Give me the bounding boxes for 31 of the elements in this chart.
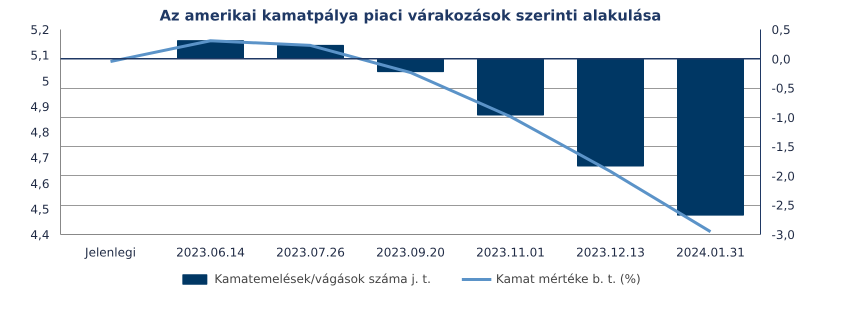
x-tick-label: Jelenlegi [84,246,136,260]
x-tick-label: 2023.06.14 [176,246,245,260]
y2-tick-label: -1,0 [772,110,795,125]
legend-label: Kamat mértéke b. t. (%) [496,272,641,286]
x-tick-label: 2023.07.26 [276,246,345,260]
y2-tick-label: -2,5 [772,198,795,213]
line-series [109,39,712,234]
x-tick-label: 2023.11.01 [476,246,545,260]
y-tick-label: 4,5 [30,202,50,216]
y2-tick-label: -1,5 [772,140,795,154]
y-tick-label: 4,6 [30,176,50,191]
x-tick-label: 2023.12.13 [576,246,645,260]
bar [677,58,744,216]
y2-tick-label: -3,0 [772,228,795,242]
y-tick-label: 4,9 [30,100,50,114]
y-tick-label: 5,2 [30,23,50,37]
y-tick-label: 4,7 [30,151,50,166]
bar [477,58,544,116]
y2-tick-label: 0,5 [772,23,791,37]
legend-label: Kamatemelések/vágások száma j. t. [214,272,431,286]
x-tick-label: 2023.09.20 [376,246,445,260]
y-tick-label: 5 [42,74,50,88]
y2-tick-label: -0,5 [772,82,795,96]
y2-tick-label: 0,0 [772,52,791,66]
chart-title: Az amerikai kamatpálya piaci várakozások szerinti alakulása [160,8,662,24]
x-tick-label: 2024.01.31 [676,246,745,260]
bar [577,58,644,166]
y2-tick-label: -2,0 [772,169,795,184]
y-tick-label: 4,4 [30,228,50,242]
y-tick-label: 5,1 [30,48,50,63]
y-tick-label: 4,8 [30,126,50,140]
